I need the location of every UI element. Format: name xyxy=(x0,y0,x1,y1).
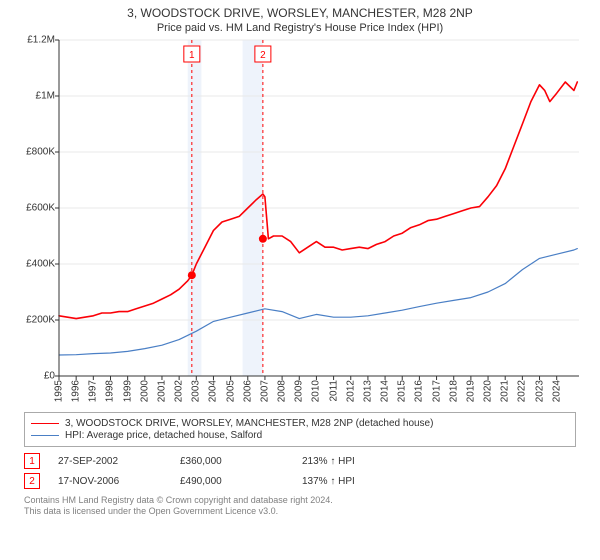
x-tick-label: 1996 xyxy=(71,380,82,402)
x-tick-label: 2012 xyxy=(345,380,356,402)
x-tick-label: 2020 xyxy=(483,380,494,402)
x-tick-label: 2000 xyxy=(139,380,150,402)
legend: 3, WOODSTOCK DRIVE, WORSLEY, MANCHESTER,… xyxy=(24,412,576,447)
plot-area: 12 xyxy=(59,40,579,376)
y-tick-label: £1M xyxy=(36,91,55,102)
x-tick-label: 1997 xyxy=(88,380,99,402)
x-tick-label: 2002 xyxy=(174,380,185,402)
y-axis: £0£200K£400K£600K£800K£1M£1.2M xyxy=(11,40,59,376)
x-tick-label: 1995 xyxy=(54,380,65,402)
x-tick-label: 2003 xyxy=(191,380,202,402)
event-row: 2 17-NOV-2006 £490,000 137% ↑ HPI xyxy=(24,473,576,489)
x-tick-label: 2022 xyxy=(517,380,528,402)
svg-text:1: 1 xyxy=(189,50,195,61)
x-axis: 1995199619971998199920002001200220032004… xyxy=(59,376,579,408)
x-tick-label: 2023 xyxy=(534,380,545,402)
event-row: 1 27-SEP-2002 £360,000 213% ↑ HPI xyxy=(24,453,576,469)
chart-subtitle: Price paid vs. HM Land Registry's House … xyxy=(10,22,590,34)
x-tick-label: 2019 xyxy=(465,380,476,402)
x-tick-label: 1999 xyxy=(122,380,133,402)
x-tick-label: 2017 xyxy=(431,380,442,402)
x-tick-label: 2008 xyxy=(277,380,288,402)
y-tick-label: £400K xyxy=(26,259,55,270)
event-marker-box: 2 xyxy=(24,473,40,489)
x-tick-label: 2018 xyxy=(448,380,459,402)
x-tick-label: 2014 xyxy=(380,380,391,402)
event-marker-box: 1 xyxy=(24,453,40,469)
x-tick-label: 2006 xyxy=(242,380,253,402)
legend-label: HPI: Average price, detached house, Salf… xyxy=(65,430,262,441)
svg-text:2: 2 xyxy=(260,50,266,61)
x-tick-label: 2013 xyxy=(362,380,373,402)
x-tick-label: 2015 xyxy=(397,380,408,402)
event-list: 1 27-SEP-2002 £360,000 213% ↑ HPI 2 17-N… xyxy=(24,453,576,489)
y-tick-label: £200K xyxy=(26,315,55,326)
x-tick-label: 2016 xyxy=(414,380,425,402)
legend-label: 3, WOODSTOCK DRIVE, WORSLEY, MANCHESTER,… xyxy=(65,418,433,429)
y-tick-label: £1.2M xyxy=(27,35,55,46)
event-hpi: 213% ↑ HPI xyxy=(302,456,406,467)
x-tick-label: 2011 xyxy=(328,380,339,402)
legend-item-hpi: HPI: Average price, detached house, Salf… xyxy=(31,430,569,441)
x-tick-label: 2024 xyxy=(551,380,562,402)
chart-area: £0£200K£400K£600K£800K£1M£1.2M 12 199519… xyxy=(11,40,589,408)
x-tick-label: 2007 xyxy=(259,380,270,402)
event-price: £360,000 xyxy=(180,456,284,467)
x-tick-label: 2009 xyxy=(294,380,305,402)
x-tick-label: 2001 xyxy=(156,380,167,402)
event-date: 27-SEP-2002 xyxy=(58,456,162,467)
chart-title: 3, WOODSTOCK DRIVE, WORSLEY, MANCHESTER,… xyxy=(10,6,590,20)
y-tick-label: £600K xyxy=(26,203,55,214)
legend-item-property: 3, WOODSTOCK DRIVE, WORSLEY, MANCHESTER,… xyxy=(31,418,569,429)
x-tick-label: 1998 xyxy=(105,380,116,402)
event-hpi: 137% ↑ HPI xyxy=(302,476,406,487)
footer-attribution: Contains HM Land Registry data © Crown c… xyxy=(24,495,576,518)
x-tick-label: 2005 xyxy=(225,380,236,402)
y-tick-label: £800K xyxy=(26,147,55,158)
x-tick-label: 2004 xyxy=(208,380,219,402)
event-date: 17-NOV-2006 xyxy=(58,476,162,487)
x-tick-label: 2010 xyxy=(311,380,322,402)
event-price: £490,000 xyxy=(180,476,284,487)
x-tick-label: 2021 xyxy=(500,380,511,402)
